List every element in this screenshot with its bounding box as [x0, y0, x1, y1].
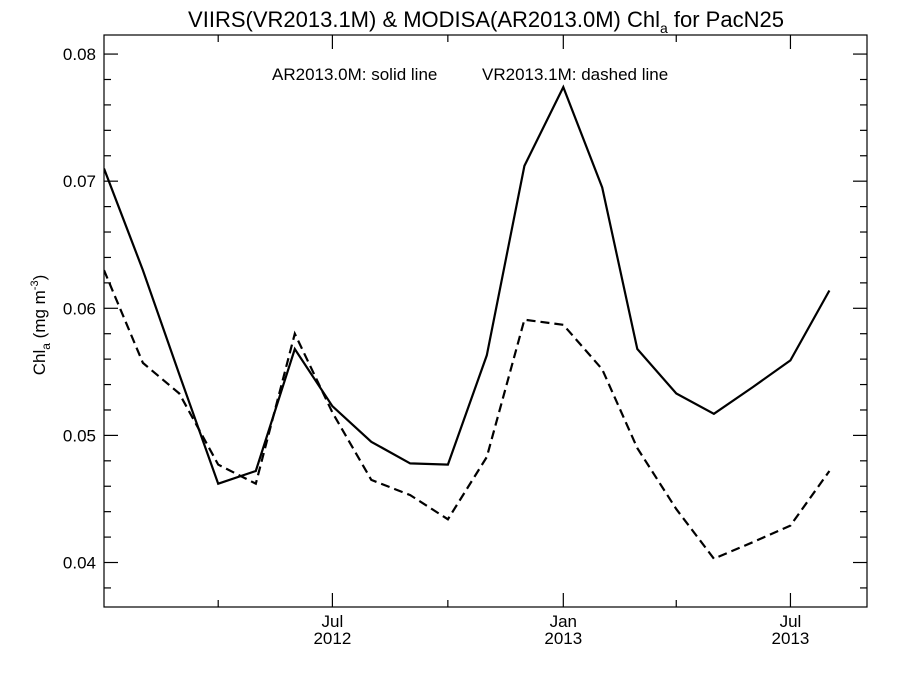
chart-title: VIIRS(VR2013.1M) & MODISA(AR2013.0M) Chl…: [188, 7, 784, 36]
y-tick-label: 0.04: [63, 554, 96, 573]
y-axis-label: Chla (mg m-3): [29, 275, 53, 376]
series-layer: [104, 84, 831, 561]
y-tick-label: 0.05: [63, 426, 96, 445]
axes: 0.040.050.060.070.08Jul2012Jan2013Jul201…: [63, 34, 868, 648]
legend-annotation-solid: AR2013.0M: solid line: [272, 65, 437, 84]
y-tick-label: 0.07: [63, 172, 96, 191]
plot-frame: [103, 34, 868, 608]
y-tick-label: 0.08: [63, 45, 96, 64]
y-tick-label: 0.06: [63, 299, 96, 318]
x-tick-label-year: 2013: [772, 629, 810, 648]
x-tick-label-month: Jan: [550, 612, 577, 631]
x-tick-label-year: 2012: [313, 629, 351, 648]
x-tick-label-year: 2013: [544, 629, 582, 648]
legend-annotation-dashed: VR2013.1M: dashed line: [482, 65, 668, 84]
x-tick-label-month: Jul: [780, 612, 802, 631]
series-line-dashed: [104, 269, 831, 561]
series-line-solid: [104, 84, 831, 486]
x-tick-label-month: Jul: [322, 612, 344, 631]
